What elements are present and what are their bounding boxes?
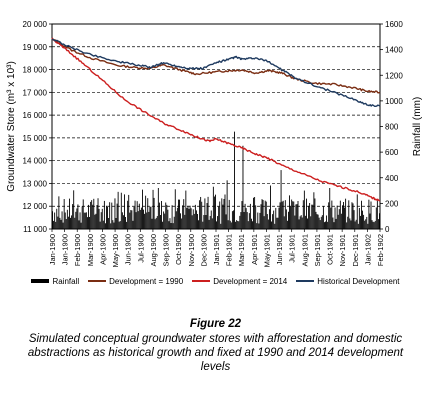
x-tick-label: Jul-1900 — [136, 234, 145, 263]
y2-tick-label: 800 — [385, 123, 399, 132]
y2-tick-label: 0 — [385, 225, 390, 234]
x-tick-label: Jul-1901 — [288, 234, 297, 263]
x-tick-label: Feb-1900 — [73, 234, 82, 266]
y-tick-label: 13 000 — [23, 179, 48, 188]
x-tick-label: Jun-1900 — [124, 234, 133, 265]
y2-tick-label: 1000 — [385, 97, 403, 106]
x-tick-label: Mar-1900 — [86, 234, 95, 266]
chart-legend: Rainfall Development = 1990 Development = … — [0, 273, 431, 289]
legend-label: Historical Development — [317, 276, 400, 286]
legend-swatch — [192, 280, 211, 282]
legend-item: Development = 1990 — [88, 277, 183, 286]
legend-label: Development = 2014 — [213, 276, 288, 286]
x-tick-label: Feb-1902 — [376, 234, 385, 266]
x-tick-label: Nov-1901 — [338, 234, 347, 267]
y-tick-label: 17 000 — [23, 88, 48, 97]
caption-label: Figure 22 — [189, 318, 242, 330]
x-tick-label: Jan-1900 — [48, 234, 57, 265]
y2-tick-label: 200 — [385, 199, 399, 208]
x-tick-label: May-1900 — [111, 234, 120, 267]
y2-axis-title: Rainfall (mm) — [412, 97, 423, 156]
x-tick-label: Sep-1901 — [313, 234, 322, 267]
plot-frame — [51, 23, 381, 230]
x-tick-label: Aug-1901 — [300, 234, 309, 267]
figure: 11 000 12 000 13 000 14 000 15 000 16 000 17 0… — [0, 20, 431, 289]
legend-swatch — [31, 279, 50, 283]
y2-tick-label: 1200 — [385, 71, 403, 80]
x-tick-label: Oct-1901 — [326, 234, 335, 265]
y-axis-title: Groundwater Store (m³ x 10³) — [6, 61, 17, 192]
x-tick-label: Apr-1900 — [98, 234, 107, 265]
y2-tick-label: 400 — [385, 174, 399, 183]
legend-item: Historical Development — [296, 276, 400, 286]
legend-label: Rainfall — [52, 276, 80, 286]
x-tick-label: Mar-1901 — [237, 234, 246, 266]
y-tick-label: 15 000 — [23, 134, 48, 143]
legend-item: Development = 2014 — [192, 277, 287, 286]
y-tick-label: 19 000 — [23, 43, 48, 52]
series-line-development-2014 — [51, 37, 381, 202]
y2-tick-label: 600 — [385, 148, 399, 157]
x-tick-label: Jan-1900 — [61, 234, 70, 265]
y-tick-label: 14 000 — [23, 157, 48, 166]
x-tick-label: Sep-1900 — [162, 234, 171, 267]
chart: 11 000 12 000 13 000 14 000 15 000 16 000 17 0… — [6, 20, 423, 267]
x-tick-label: Dec-1901 — [351, 234, 360, 267]
x-tick-label: Apr-1901 — [250, 234, 259, 265]
figure-caption: Figure 22 Simulated conceptual groundwat… — [0, 318, 431, 374]
x-tick-label: Aug-1900 — [149, 234, 158, 267]
legend-swatch — [88, 280, 107, 282]
x-tick-label: Nov-1900 — [187, 234, 196, 267]
y-tick-label: 20 000 — [23, 20, 48, 29]
caption-text: Simulated conceptual groundwater stores … — [27, 333, 404, 373]
x-tick-label: May-1901 — [262, 234, 271, 267]
x-tick-label: Dec-1900 — [199, 234, 208, 267]
legend-swatch — [296, 280, 315, 282]
y-tick-label: 12 000 — [23, 202, 48, 211]
x-tick-label: Feb-1901 — [225, 234, 234, 266]
legend-label: Development = 1990 — [109, 276, 184, 286]
x-tick-label: Jan-1901 — [212, 234, 221, 265]
x-tick-label: Jan-1902 — [363, 234, 372, 265]
legend-item: Rainfall — [31, 277, 79, 286]
x-tick-label: Jun-1901 — [275, 234, 284, 265]
y-tick-label: 18 000 — [23, 66, 48, 75]
y2-tick-label: 1400 — [385, 46, 403, 55]
series-line-development-1990 — [51, 37, 381, 94]
y-tick-label: 16 000 — [23, 111, 48, 120]
x-tick-label: Oct-1900 — [174, 234, 183, 265]
y2-tick-label: 1600 — [385, 20, 403, 29]
series-line-historical-development — [51, 38, 381, 108]
y-tick-label: 11 000 — [23, 225, 47, 234]
